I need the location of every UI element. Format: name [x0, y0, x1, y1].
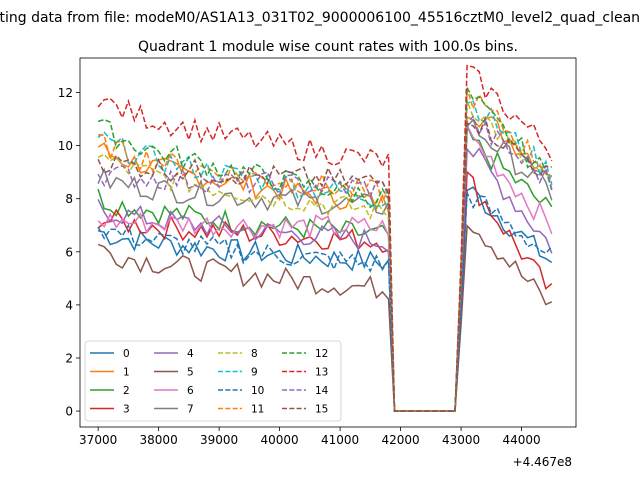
series-line-7: [97, 118, 553, 412]
series-line-4: [97, 147, 553, 412]
legend-box: [84, 340, 342, 422]
figure-suptitle: Plotting data from file: modeM0/AS1A13_0…: [0, 10, 640, 26]
y-tick-label: 12: [58, 86, 73, 100]
legend-label-5: 5: [187, 367, 194, 379]
legend-label-8: 8: [251, 348, 258, 360]
legend-label-14: 14: [315, 385, 329, 397]
series-line-5: [97, 224, 553, 412]
plot-lines: [97, 64, 553, 412]
x-tick-label: 44000: [502, 433, 540, 447]
series-line-9: [97, 100, 553, 412]
axes-box: [79, 57, 577, 428]
y-axis-ticks: 0 2 4 6 8 10 12: [58, 86, 80, 419]
legend-label-11: 11: [251, 404, 264, 416]
legend-label-3: 3: [123, 404, 130, 416]
series-line-6: [97, 124, 553, 412]
y-tick-label: 8: [65, 192, 73, 206]
x-axis-ticks: 37000 38000 39000 40000 41000 42000 43000 44000: [79, 427, 541, 447]
series-line-15: [97, 115, 552, 412]
series-line-3: [97, 170, 553, 412]
x-tick-label: 38000: [140, 433, 178, 447]
series-line-12: [97, 87, 553, 412]
legend-label-2: 2: [123, 385, 130, 397]
x-offset-label: +4.467e8: [513, 455, 572, 469]
y-tick-label: 10: [58, 139, 73, 153]
legend-label-7: 7: [187, 404, 194, 416]
series-line-8: [97, 100, 553, 412]
y-tick-label: 0: [65, 405, 73, 419]
x-tick-label: 43000: [442, 433, 480, 447]
x-tick-label: 39000: [200, 433, 238, 447]
legend-label-6: 6: [187, 385, 194, 397]
y-tick-label: 2: [65, 351, 73, 365]
legend-label-13: 13: [315, 367, 328, 379]
series-line-11: [98, 88, 553, 412]
legend-label-0: 0: [123, 348, 130, 360]
y-tick-label: 6: [65, 245, 73, 259]
legend-label-1: 1: [123, 367, 130, 379]
x-tick-label: 37000: [79, 433, 117, 447]
x-tick-label: 40000: [261, 433, 299, 447]
x-tick-label: 42000: [381, 433, 419, 447]
legend-label-15: 15: [315, 404, 328, 416]
legend-label-9: 9: [251, 367, 258, 379]
y-tick-label: 4: [65, 298, 73, 312]
legend-label-10: 10: [251, 385, 264, 397]
axes-frame: [79, 57, 577, 428]
series-line-10: [97, 192, 553, 412]
legend-label-4: 4: [187, 348, 194, 360]
chart-title: Quadrant 1 module wise count rates with …: [138, 39, 518, 55]
series-line-14: [97, 115, 553, 412]
legend-label-12: 12: [315, 348, 328, 360]
x-tick-label: 41000: [321, 433, 359, 447]
